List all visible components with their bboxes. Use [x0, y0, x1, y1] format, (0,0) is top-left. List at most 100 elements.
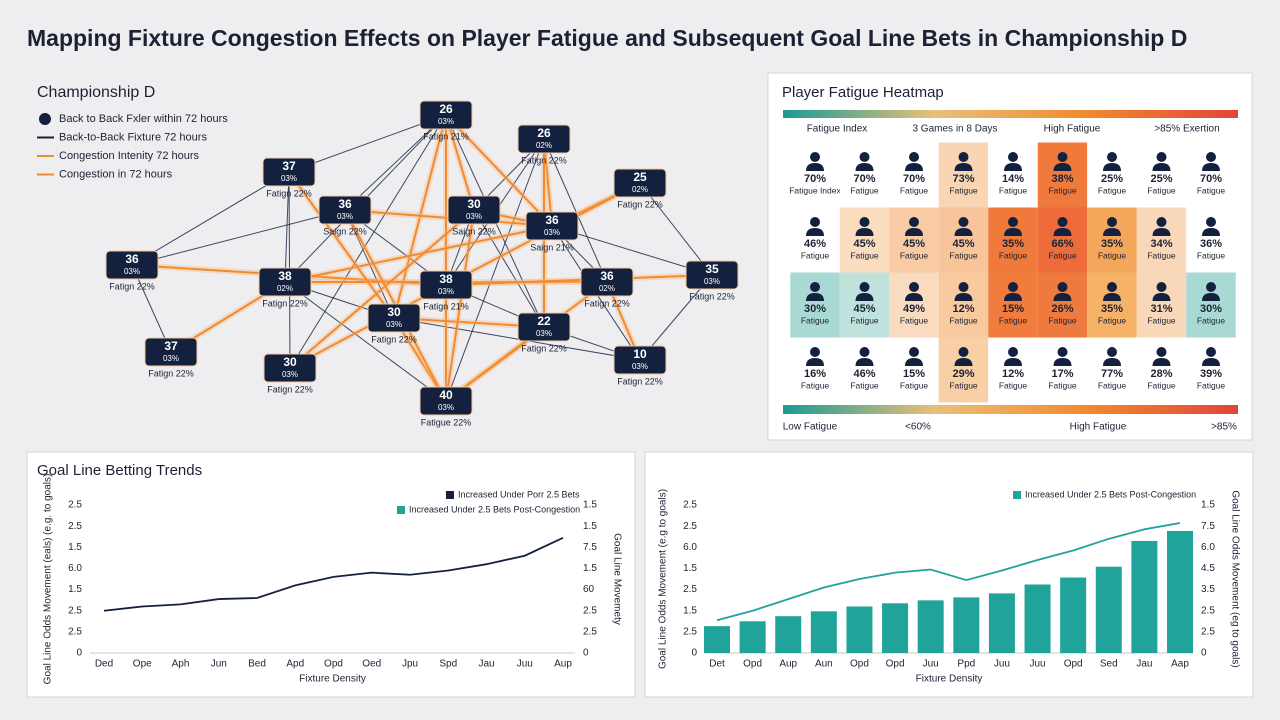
node	[419, 270, 473, 300]
node-caption: Fatign 21%	[423, 301, 469, 311]
y-tick-label: 0	[76, 648, 82, 659]
y2-tick-label: 7.5	[1201, 521, 1215, 532]
panel-title: Championship D	[37, 84, 155, 101]
x-tick-label: Juu	[923, 659, 939, 670]
node-share: 03%	[337, 212, 353, 221]
player-icon	[954, 163, 973, 171]
x-axis-title: Fixture Density	[299, 674, 366, 685]
footer-label: High Fatigue	[1070, 422, 1127, 433]
player-icon	[1008, 217, 1018, 227]
node	[613, 168, 667, 198]
player-icon	[1107, 152, 1117, 162]
player-icon	[1202, 163, 1220, 171]
cell-caption: Fatigue	[1197, 380, 1226, 390]
cell-value: 77%	[1101, 368, 1123, 380]
player-icon	[1053, 163, 1072, 171]
edge	[445, 114, 475, 211]
edge	[288, 171, 395, 319]
node	[367, 303, 421, 333]
node-label: 26	[439, 102, 453, 116]
x-tick-label: Opd	[1064, 659, 1083, 670]
node-label: 37	[282, 159, 296, 173]
node	[613, 345, 667, 375]
y2-tick-label: 2.5	[1201, 626, 1215, 637]
bar	[1060, 577, 1087, 653]
player-icon	[1004, 228, 1022, 236]
node-caption: Saign 21%	[530, 242, 574, 252]
player-icon	[1057, 282, 1068, 292]
y-tick-label: 2.5	[68, 500, 82, 511]
player-icon	[1008, 282, 1018, 292]
player-icon	[1206, 217, 1216, 227]
cell-value: 29%	[952, 368, 974, 380]
legend-swatch	[1013, 491, 1021, 499]
cell-caption: Fatigue	[949, 380, 978, 390]
y-tick-label: 2.5	[68, 605, 82, 616]
node-caption: Fatign 22%	[148, 368, 194, 378]
y-tick-label: 1.5	[68, 542, 82, 553]
cell-caption: Fatigue	[900, 380, 929, 390]
y2-tick-label: 0	[1201, 648, 1207, 659]
cell-value: 35%	[1002, 238, 1024, 250]
cell-caption: Fatigue	[1197, 315, 1226, 325]
edge	[284, 281, 447, 402]
y-tick-label: 1.5	[68, 584, 82, 595]
node	[517, 312, 571, 342]
cell-caption: Fatigue	[900, 185, 929, 195]
edge	[131, 171, 290, 266]
x-tick-label: Opd	[743, 659, 762, 670]
node-label: 37	[164, 339, 178, 353]
x-tick-label: Apd	[286, 659, 304, 670]
player-icon	[1008, 152, 1018, 162]
player-icon	[1053, 228, 1072, 236]
edge	[543, 138, 608, 283]
cell-caption: Fatigue	[1098, 250, 1127, 260]
cell-caption: Fatigue	[999, 315, 1028, 325]
cell-value: 28%	[1150, 368, 1172, 380]
column-header: Fatigue Index	[807, 124, 868, 135]
node-label: 36	[338, 197, 352, 211]
footer-label: <60%	[905, 422, 931, 433]
player-icon	[1156, 217, 1167, 227]
player-icon	[806, 228, 824, 236]
cell-value: 73%	[952, 173, 974, 185]
player-icon	[905, 358, 923, 366]
cell-value: 12%	[952, 303, 974, 315]
cell-caption: Fatigue	[900, 250, 929, 260]
x-tick-label: Spd	[439, 659, 457, 670]
node-caption: Fatign 21%	[423, 131, 469, 141]
player-icon	[1152, 358, 1171, 366]
y-axis-title: Goal Line Odds Movement (e.g to goals)	[658, 489, 669, 669]
node-caption: Saign 22%	[452, 226, 496, 236]
y2-tick-label: 2.5	[1201, 605, 1215, 616]
node-label: 30	[467, 197, 481, 211]
cell-caption: Fatigue	[900, 315, 929, 325]
node-share: 02%	[599, 284, 615, 293]
cell-value: 34%	[1150, 238, 1172, 250]
player-icon	[1202, 228, 1220, 236]
edge	[284, 171, 290, 283]
player-icon	[1103, 228, 1121, 236]
column-header: >85% Exertion	[1154, 124, 1219, 135]
bar	[917, 600, 944, 653]
player-icon	[1103, 163, 1121, 171]
cell-value: 17%	[1051, 368, 1073, 380]
y2-tick-label: 7.5	[583, 542, 597, 553]
cell-value: 14%	[1002, 173, 1024, 185]
player-icon	[1057, 347, 1068, 357]
column-header: 3 Games in 8 Days	[912, 124, 997, 135]
player-icon	[859, 282, 870, 292]
cell-caption: Fatigue	[850, 250, 879, 260]
node-share: 03%	[438, 287, 454, 296]
y-tick-label: 1.5	[683, 563, 697, 574]
node-label: 10	[633, 347, 647, 361]
player-icon	[1152, 228, 1171, 236]
node	[262, 157, 316, 187]
node-label: 36	[600, 269, 614, 283]
bar	[1167, 531, 1193, 653]
legend-swatch	[397, 506, 405, 514]
y-tick-label: 6.0	[683, 542, 697, 553]
node-caption: Fatign 22%	[262, 298, 308, 308]
cell-caption: Fatigue	[949, 185, 978, 195]
player-icon	[1202, 293, 1220, 301]
